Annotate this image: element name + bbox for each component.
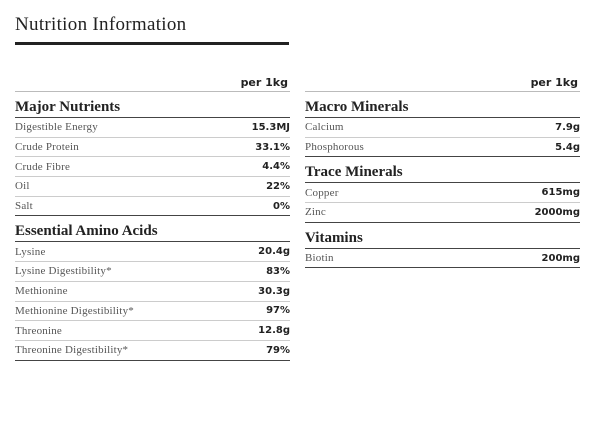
table-row: Crude Protein 33.1% (15, 138, 290, 158)
row-value: 200mg (541, 252, 580, 264)
table-row: Calcium 7.9g (305, 118, 580, 138)
row-label: Oil (15, 180, 30, 193)
table-row: Threonine 12.8g (15, 321, 290, 341)
row-label: Zinc (305, 206, 326, 219)
column: per 1kg Major Nutrients Digestible Energy 1… (15, 76, 290, 361)
table-row: Phosphorous 5.4g (305, 138, 580, 158)
row-value: 5.4g (555, 141, 580, 153)
row-value: 97% (266, 305, 290, 317)
column: per 1kg Macro Minerals Calcium 7.9g Phosphor… (305, 76, 580, 269)
section-heading: Macro Minerals (305, 92, 580, 118)
table-row: Biotin 200mg (305, 249, 580, 269)
title: Nutrition Information (15, 14, 289, 45)
table-row: Oil 22% (15, 177, 290, 197)
table-row: Salt 0% (15, 197, 290, 217)
unit-header: per 1kg (15, 76, 290, 92)
row-label: Methionine (15, 285, 68, 298)
table-row: Methionine Digestibility* 97% (15, 302, 290, 322)
section-rows: Lysine 20.4g Lysine Digestibility* 83% Methi… (15, 242, 290, 361)
section-rows: Biotin 200mg (305, 249, 580, 269)
section-rows: Digestible Energy 15.3MJ Crude Protein 33.1… (15, 118, 290, 217)
row-value: 33.1% (255, 141, 290, 153)
row-value: 22% (266, 180, 290, 192)
row-value: 2000mg (534, 206, 580, 218)
table-row: Digestible Energy 15.3MJ (15, 118, 290, 138)
row-label: Lysine (15, 245, 46, 258)
table-row: Crude Fibre 4.4% (15, 157, 290, 178)
row-label: Salt (15, 200, 33, 213)
section-heading: Major Nutrients (15, 92, 290, 118)
row-value: 20.4g (258, 246, 290, 258)
row-value: 15.3MJ (251, 121, 290, 133)
row-label: Copper (305, 186, 339, 199)
row-label: Crude Fibre (15, 160, 71, 173)
row-value: 12.8g (258, 325, 290, 337)
row-value: 83% (266, 265, 290, 277)
row-value: 615mg (541, 187, 580, 199)
row-value: 30.3g (258, 285, 290, 297)
table-row: Copper 615mg (305, 183, 580, 204)
row-value: 7.9g (555, 121, 580, 133)
section-rows: Copper 615mg Zinc 2000mg (305, 183, 580, 223)
section-heading: Essential Amino Acids (15, 216, 290, 243)
row-label: Threonine Digestibility* (15, 344, 129, 357)
section-heading: Trace Minerals (305, 157, 580, 184)
table-row: Lysine 20.4g (15, 242, 290, 263)
table-row: Threonine Digestibility* 79% (15, 341, 290, 361)
row-value: 4.4% (262, 161, 290, 173)
row-value: 79% (266, 344, 290, 356)
row-label: Calcium (305, 121, 344, 134)
section-heading: Vitamins (305, 223, 580, 249)
table-row: Methionine 30.3g (15, 282, 290, 302)
row-label: Threonine (15, 324, 63, 337)
row-label: Crude Protein (15, 141, 80, 154)
table-row: Lysine Digestibility* 83% (15, 262, 290, 282)
unit-header: per 1kg (305, 76, 580, 92)
row-label: Lysine Digestibility* (15, 265, 112, 278)
row-label: Methionine Digestibility* (15, 304, 134, 317)
table-row: Zinc 2000mg (305, 203, 580, 223)
section-rows: Calcium 7.9g Phosphorous 5.4g (305, 118, 580, 158)
row-label: Phosphorous (305, 141, 365, 154)
row-label: Biotin (305, 252, 334, 265)
row-value: 0% (273, 200, 290, 212)
row-label: Digestible Energy (15, 121, 98, 134)
